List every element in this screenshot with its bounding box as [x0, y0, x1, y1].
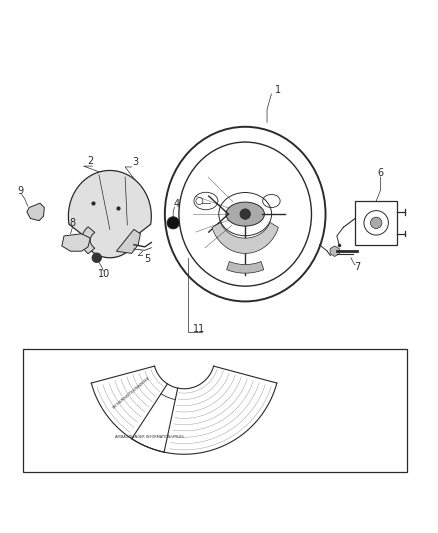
Text: 4: 4: [173, 199, 179, 209]
Text: 5: 5: [144, 254, 150, 264]
Polygon shape: [68, 171, 151, 258]
Circle shape: [371, 217, 382, 229]
Circle shape: [92, 253, 102, 263]
Polygon shape: [226, 262, 264, 273]
Polygon shape: [81, 227, 95, 254]
Text: 11: 11: [193, 324, 205, 334]
Text: 10: 10: [98, 269, 110, 279]
Bar: [22, 350, 407, 472]
Circle shape: [240, 209, 251, 220]
Text: 1: 1: [275, 85, 281, 95]
Text: 6: 6: [378, 168, 384, 177]
Text: 9: 9: [17, 187, 23, 196]
Text: SICHERHEITSHINWEISE: SICHERHEITSHINWEISE: [113, 375, 152, 409]
Circle shape: [167, 217, 179, 229]
Polygon shape: [117, 229, 141, 253]
Text: AIRBAG/DANGER INFORMATION/UTILES: AIRBAG/DANGER INFORMATION/UTILES: [115, 435, 184, 439]
Polygon shape: [330, 246, 339, 256]
Text: 2: 2: [87, 156, 93, 166]
Polygon shape: [27, 203, 44, 221]
Text: 7: 7: [354, 262, 360, 272]
Polygon shape: [62, 234, 90, 251]
Text: 8: 8: [70, 218, 76, 228]
Ellipse shape: [226, 202, 265, 226]
Text: 3: 3: [132, 157, 138, 167]
Polygon shape: [212, 222, 279, 253]
